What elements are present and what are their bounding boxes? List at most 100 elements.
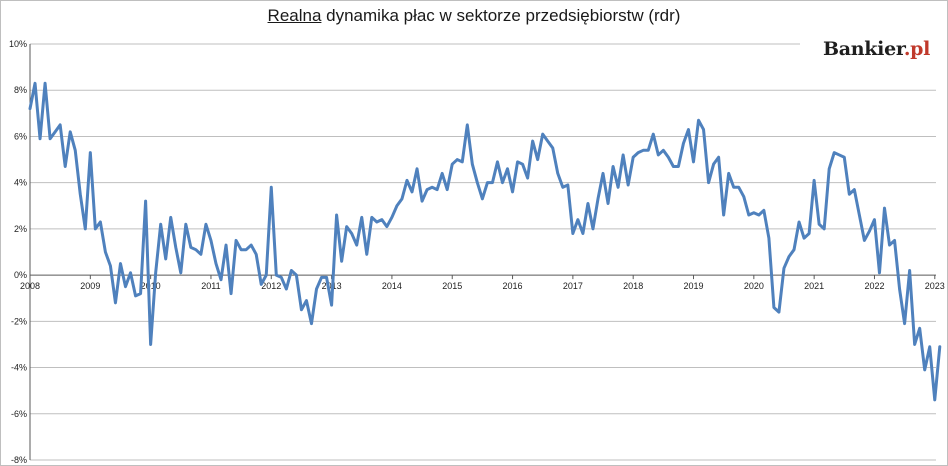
data-point <box>526 177 528 179</box>
data-point <box>642 149 644 151</box>
data-point <box>808 232 810 234</box>
data-point <box>521 163 523 165</box>
data-point <box>652 133 654 135</box>
data-point <box>270 186 272 188</box>
data-point <box>350 232 352 234</box>
x-tick-label: 2022 <box>864 281 884 291</box>
series-line <box>28 81 942 402</box>
data-point <box>602 172 604 174</box>
data-point <box>501 181 503 183</box>
data-point <box>918 327 920 329</box>
data-point <box>702 128 704 130</box>
data-point <box>265 274 267 276</box>
data-point <box>330 304 332 306</box>
data-point <box>315 288 317 290</box>
data-point <box>275 274 277 276</box>
data-point <box>114 302 116 304</box>
data-point <box>939 346 941 348</box>
data-point <box>934 399 936 401</box>
data-point <box>461 161 463 163</box>
data-point <box>587 202 589 204</box>
data-point <box>466 124 468 126</box>
data-point <box>773 306 775 308</box>
data-point <box>335 214 337 216</box>
data-point <box>788 255 790 257</box>
data-point <box>667 156 669 158</box>
data-point <box>381 218 383 220</box>
data-point <box>903 322 905 324</box>
data-point <box>250 244 252 246</box>
data-point <box>149 343 151 345</box>
chart-title: Realna dynamika płac w sektorze przedsię… <box>0 6 948 26</box>
data-point <box>416 168 418 170</box>
data-point <box>893 239 895 241</box>
data-point <box>717 156 719 158</box>
data-point <box>356 244 358 246</box>
data-point <box>657 154 659 156</box>
data-point <box>542 133 544 135</box>
data-point <box>170 216 172 218</box>
data-point <box>677 165 679 167</box>
x-tick-label: 2016 <box>503 281 523 291</box>
brand-suffix: .pl <box>903 38 931 60</box>
data-point <box>692 161 694 163</box>
data-point <box>617 186 619 188</box>
data-point <box>325 276 327 278</box>
data-point <box>134 295 136 297</box>
data-point <box>572 232 574 234</box>
data-point <box>124 285 126 287</box>
data-point <box>109 265 111 267</box>
data-point <box>647 149 649 151</box>
data-point <box>255 253 257 255</box>
data-point <box>712 163 714 165</box>
data-point <box>396 205 398 207</box>
data-point <box>813 179 815 181</box>
data-point <box>758 214 760 216</box>
data-point <box>220 279 222 281</box>
data-point <box>165 258 167 260</box>
data-point <box>195 248 197 250</box>
y-tick-label: 6% <box>14 131 27 141</box>
data-point <box>406 179 408 181</box>
data-point <box>215 262 217 264</box>
data-point <box>129 272 131 274</box>
brand-name: Bankier <box>823 38 904 60</box>
chart-title-underlined: Realna <box>267 6 322 25</box>
y-tick-label: -2% <box>11 316 27 326</box>
data-point <box>305 299 307 301</box>
data-point <box>753 212 755 214</box>
data-point <box>401 198 403 200</box>
data-point <box>727 172 729 174</box>
data-point <box>582 232 584 234</box>
x-tick-label: 2020 <box>744 281 764 291</box>
data-point <box>69 131 71 133</box>
data-point <box>662 149 664 151</box>
data-point <box>888 244 890 246</box>
data-point <box>567 184 569 186</box>
data-point <box>185 223 187 225</box>
data-point <box>833 151 835 153</box>
data-point <box>54 131 56 133</box>
data-point <box>803 237 805 239</box>
data-point <box>557 172 559 174</box>
gridlines <box>30 43 936 461</box>
data-point <box>59 124 61 126</box>
data-point <box>79 193 81 195</box>
data-point <box>300 309 302 311</box>
data-point <box>144 200 146 202</box>
data-point <box>858 214 860 216</box>
data-point <box>366 253 368 255</box>
data-point <box>99 221 101 223</box>
data-point <box>843 156 845 158</box>
data-point <box>39 138 41 140</box>
data-point <box>929 346 931 348</box>
data-point <box>190 246 192 248</box>
data-point <box>376 221 378 223</box>
data-point <box>818 223 820 225</box>
y-tick-label: 0% <box>14 270 27 280</box>
data-point <box>426 188 428 190</box>
data-point <box>361 216 363 218</box>
data-point <box>552 147 554 149</box>
data-point <box>104 251 106 253</box>
data-point <box>205 223 207 225</box>
